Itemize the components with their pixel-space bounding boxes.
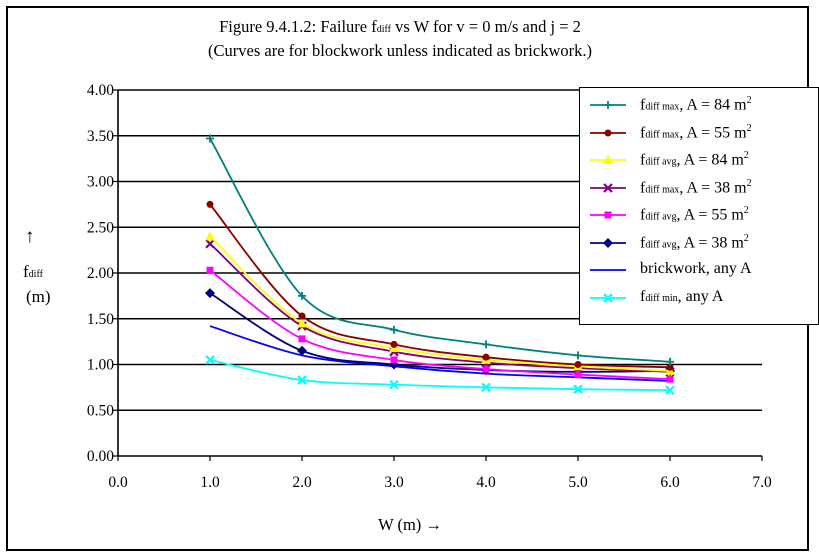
data-point (206, 200, 214, 208)
legend-item: fdiff max, A = 38 m2 (580, 177, 819, 199)
x-tick-label: 1.0 (200, 474, 220, 491)
y-axis-unit: (m) (26, 287, 51, 306)
data-point (298, 335, 306, 343)
data-point (205, 355, 215, 365)
series-line (209, 243, 671, 373)
series-1 (206, 134, 674, 366)
data-point (206, 266, 214, 274)
series-line (209, 235, 671, 372)
legend-marker (603, 292, 613, 303)
chart-title: Figure 9.4.1.2: Failure fdiff vs W for v… (219, 17, 581, 36)
legend-symbol (590, 182, 626, 193)
x-tick-label: 2.0 (292, 474, 312, 491)
data-point (390, 340, 398, 348)
y-tick-label: 4.00 (87, 82, 114, 99)
series-line (209, 292, 671, 373)
x-tick-label: 4.0 (476, 474, 496, 491)
data-point (205, 238, 215, 249)
x-tick-label: 7.0 (752, 474, 772, 491)
legend-item: fdiff min, any A (580, 287, 819, 309)
series-5 (206, 266, 674, 383)
data-point (297, 318, 307, 328)
legend-symbol (590, 101, 626, 109)
legend: fdiff max, A = 84 m2 fdiff max, A = 55 m2… (579, 87, 819, 325)
chart-subtitle: (Curves are for blockwork unless indicat… (208, 41, 592, 60)
legend-symbol (590, 237, 626, 248)
x-tick-label: 3.0 (384, 474, 404, 491)
data-point (573, 384, 583, 394)
x-tick-label: 5.0 (568, 474, 588, 491)
data-point (298, 291, 306, 300)
legend-symbol (590, 129, 626, 136)
legend-label: fdiff max, A = 84 m2 (640, 95, 752, 114)
legend-label: brickwork, any A (640, 260, 752, 277)
legend-marker (603, 237, 613, 248)
y-tick-label: 3.00 (87, 174, 114, 191)
data-point (205, 288, 215, 299)
legend-item: fdiff max, A = 84 m2 (580, 94, 819, 116)
legend-label: fdiff max, A = 38 m2 (640, 177, 752, 196)
series-8 (205, 355, 675, 395)
y-axis-arrow: ↑ (25, 226, 35, 247)
data-point (482, 353, 490, 361)
data-point (297, 375, 307, 385)
legend-item: fdiff avg, A = 55 m2 (580, 204, 819, 226)
legend-marker (604, 129, 612, 136)
y-tick-label: 0.50 (87, 402, 114, 419)
y-tick-label: 2.50 (87, 219, 114, 236)
data-point (481, 382, 491, 393)
series-7 (209, 325, 671, 382)
data-point (298, 312, 306, 320)
x-axis-label: W (m) → (378, 515, 442, 534)
y-tick-label: 1.50 (87, 311, 114, 328)
data-point (482, 365, 490, 373)
y-tick-label: 3.50 (87, 128, 114, 145)
legend-symbol (590, 211, 626, 219)
series-line (209, 269, 671, 381)
y-axis-label: fdiff (23, 262, 43, 281)
data-point (297, 345, 307, 356)
data-point (205, 231, 215, 241)
series-3 (205, 231, 675, 375)
data-point (389, 379, 399, 390)
legend-marker (603, 182, 613, 193)
legend-marker (604, 211, 612, 219)
legend-item: fdiff avg, A = 84 m2 (580, 149, 819, 171)
y-tick-label: 2.00 (87, 265, 114, 282)
x-tick-label: 6.0 (660, 474, 680, 491)
legend-label: fdiff avg, A = 38 m2 (640, 232, 749, 251)
legend-symbol (590, 155, 626, 164)
legend-item: fdiff max, A = 55 m2 (580, 122, 819, 144)
series-line (209, 325, 671, 382)
series-2 (206, 200, 674, 371)
data-point (574, 371, 582, 379)
data-point (206, 134, 214, 143)
data-point (482, 340, 490, 349)
legend-label: fdiff avg, A = 84 m2 (640, 150, 749, 169)
y-tick-label: 0.00 (87, 448, 114, 465)
series-line (209, 359, 671, 392)
legend-marker (604, 101, 612, 109)
data-point (666, 375, 674, 383)
legend-symbol (590, 292, 626, 303)
legend-label: fdiff min, any A (640, 287, 724, 305)
legend-label: fdiff max, A = 55 m2 (640, 122, 752, 141)
data-point (666, 357, 674, 366)
legend-item: brickwork, any A (580, 259, 819, 281)
legend-item: fdiff avg, A = 38 m2 (580, 232, 819, 254)
legend-symbol (590, 269, 626, 271)
data-point (390, 325, 398, 334)
legend-marker (603, 155, 613, 164)
y-tick-label: 1.00 (87, 357, 114, 374)
data-point (666, 363, 674, 371)
data-point (390, 356, 398, 364)
data-point (574, 351, 582, 360)
data-point (665, 385, 675, 395)
x-tick-label: 0.0 (108, 474, 128, 491)
legend-label: fdiff avg, A = 55 m2 (640, 205, 749, 224)
data-point (574, 361, 582, 368)
